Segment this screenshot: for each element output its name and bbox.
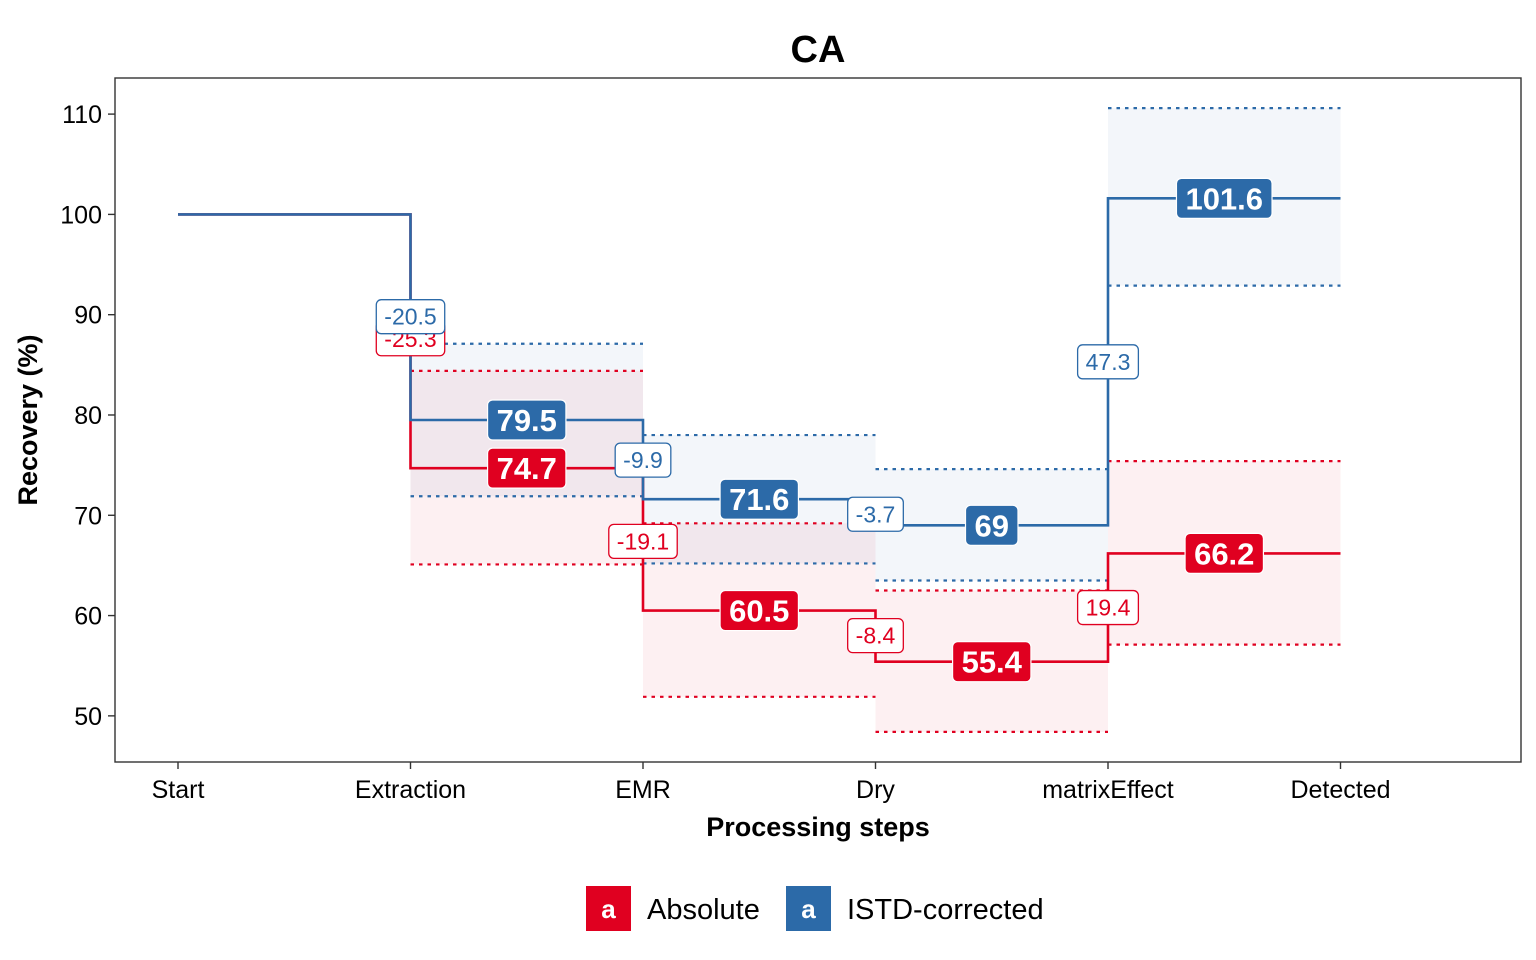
value-label-box-absolute [951,641,1032,683]
value-label-istd-corrected: 71.6 [729,482,789,517]
change-label-istd-corrected: -9.9 [623,447,663,473]
legend-key-absolute-letter: a [601,894,616,924]
chart-title: CA [791,29,846,71]
value-label-istd-corrected: 101.6 [1185,181,1263,216]
value-label-box-istd-corrected [719,478,800,520]
change-label-istd-corrected: -20.5 [384,304,436,330]
change-label-box-istd-corrected [375,299,446,335]
change-label-box-istd-corrected [1076,344,1140,380]
change-label-absolute: 19.4 [1086,595,1131,621]
value-label-istd-corrected: 79.5 [497,403,557,438]
y-axis: 50 60 70 80 90 100 110 [60,101,115,731]
legend-key-istd-corrected-letter: a [801,894,816,924]
x-tick-label: Detected [1290,776,1390,804]
y-tick-label: 60 [74,603,102,631]
value-label-box-istd-corrected [486,399,567,441]
value-label-absolute: 74.7 [497,451,557,486]
change-label-istd-corrected: -3.7 [856,501,896,527]
value-label-box-absolute [719,589,800,632]
change-labels: -25.3-19.1-8.419.4-20.5-9.9-3.747.3 [375,299,1140,654]
value-label-box-istd-corrected [964,504,1019,546]
change-label-istd-corrected: 47.3 [1086,349,1131,375]
legend: a Absolute a ISTD-corrected [586,886,1044,931]
change-label-box-absolute [847,617,904,654]
change-label-absolute: -8.4 [856,623,896,649]
value-label-box-absolute [1184,532,1265,574]
x-tick-label: Extraction [355,776,466,804]
plot-panel-border [114,77,1522,763]
change-label-box-istd-corrected [847,496,904,532]
value-label-box-istd-corrected [1175,177,1273,219]
x-axis-title: Processing steps [706,812,930,842]
change-label-box-istd-corrected [614,442,672,478]
x-tick-label: EMR [615,776,671,804]
value-label-box-absolute [486,447,567,489]
y-tick-label: 100 [60,201,102,229]
value-label-istd-corrected: 69 [975,508,1009,543]
y-axis-title: Recovery (%) [13,334,43,505]
y-tick-label: 70 [74,502,102,530]
value-label-absolute: 66.2 [1194,536,1254,571]
value-label-absolute: 55.4 [962,645,1023,680]
change-label-box-absolute [608,523,678,560]
y-tick-label: 50 [74,703,102,731]
change-label-absolute: -19.1 [617,528,669,554]
legend-key-absolute [586,886,631,931]
x-tick-label: matrixEffect [1042,776,1174,804]
x-tick-label: Start [152,776,205,804]
y-tick-label: 110 [62,101,102,129]
value-labels: 74.7 60.5 55.4 66.2 79.5 71.6 69 101.6 [486,177,1273,683]
legend-label-absolute: Absolute [647,894,760,926]
change-label-box-absolute [1076,589,1140,626]
legend-label-istd-corrected: ISTD-corrected [847,894,1044,926]
x-axis: Start Extraction EMR Dry matrixEffect Detecte… [152,762,1391,804]
y-tick-label: 90 [74,302,102,330]
x-tick-label: Dry [856,776,895,804]
y-tick-label: 80 [74,402,102,430]
legend-key-istd-corrected [786,886,831,931]
value-label-absolute: 60.5 [729,594,789,629]
